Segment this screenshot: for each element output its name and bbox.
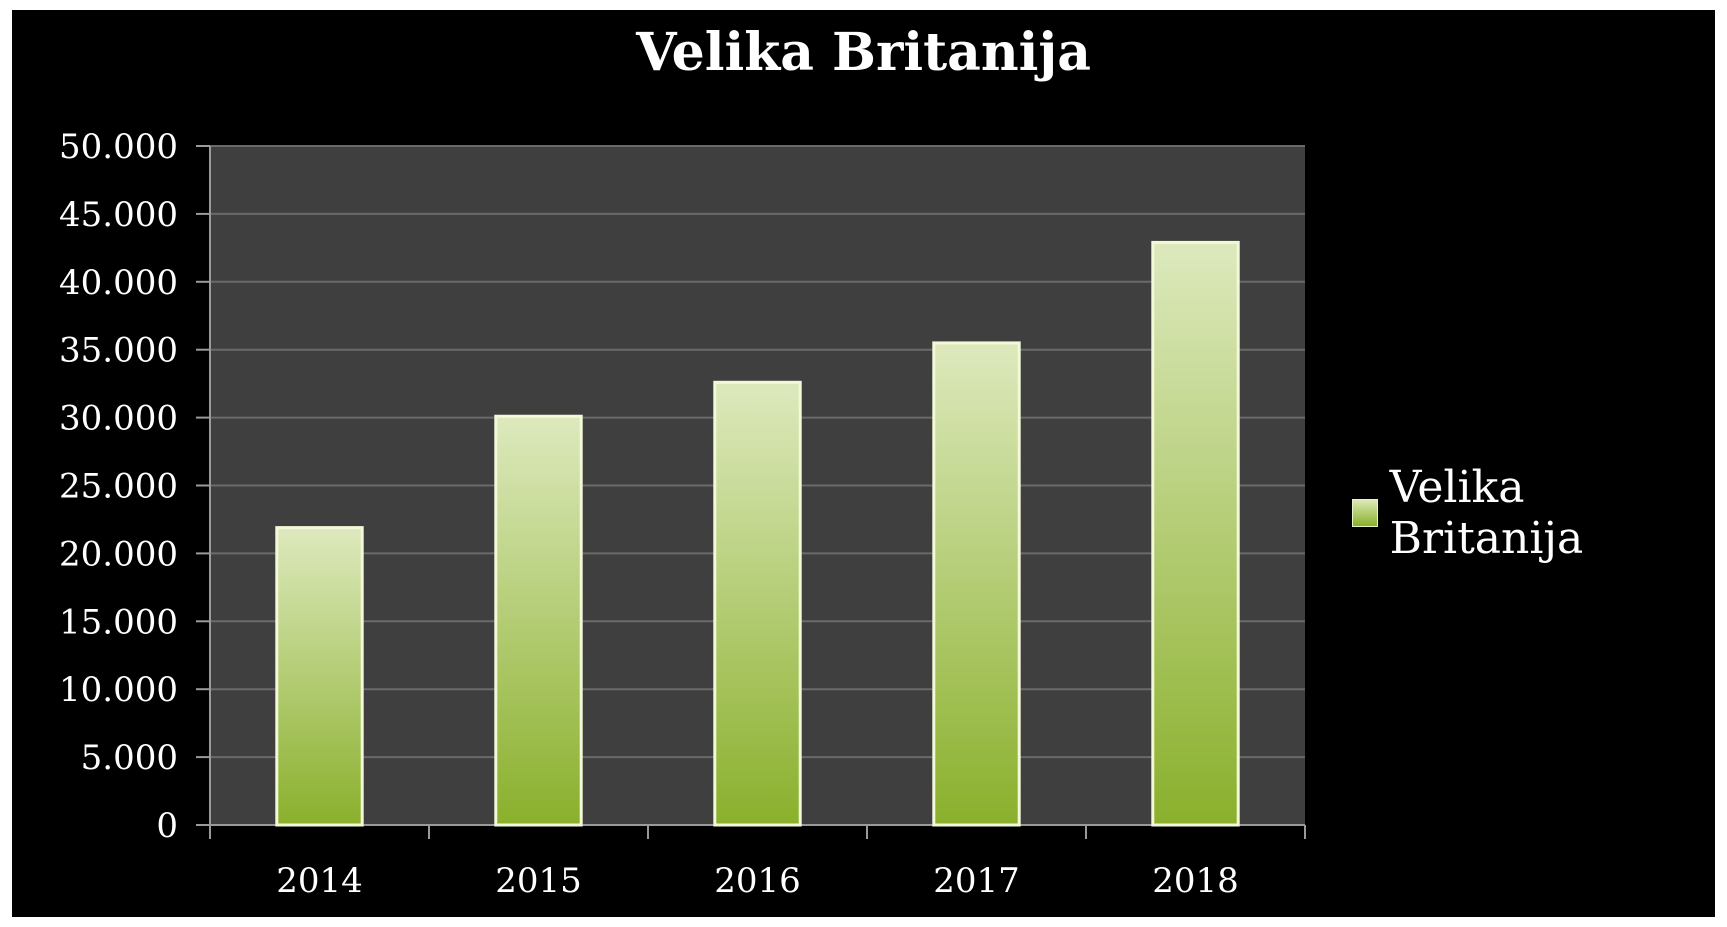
y-tick-label: 15.000: [59, 602, 178, 642]
bar-2018: [1151, 240, 1240, 827]
y-tick-labels: 0 5.000 10.000 15.000 20.000 25.000 30.000 35.0…: [59, 127, 178, 846]
x-tick-label: 2017: [933, 861, 1020, 901]
legend-swatch: [1352, 499, 1378, 527]
x-tick-label: 2016: [714, 861, 801, 901]
y-tick-label: 0: [156, 806, 178, 846]
y-tick-label: 40.000: [59, 263, 178, 303]
legend-label: Velika Britanija: [1389, 462, 1584, 564]
bar-2017: [932, 341, 1021, 827]
bar-2014: [275, 526, 364, 827]
y-tick-label: 25.000: [59, 467, 178, 507]
chart-title: Velika Britanija: [636, 22, 1091, 83]
y-tick-label: 20.000: [59, 534, 178, 574]
bar-2015: [494, 414, 583, 827]
y-tick-label: 35.000: [59, 331, 178, 371]
y-tick-label: 30.000: [59, 399, 178, 439]
legend: Velika Britanija: [1352, 462, 1727, 564]
x-tick-label: 2015: [495, 861, 582, 901]
bars: [275, 240, 1240, 827]
x-tick-label: 2018: [1152, 861, 1239, 901]
y-tick-label: 5.000: [81, 738, 178, 778]
y-tick-label: 10.000: [59, 670, 178, 710]
x-tick-label: 2014: [276, 861, 363, 901]
x-tick-labels: 2014 2015 2016 2017 2018: [276, 861, 1239, 901]
y-tick-label: 50.000: [59, 127, 178, 167]
bar-2016: [713, 380, 802, 827]
y-tick-label: 45.000: [59, 195, 178, 235]
